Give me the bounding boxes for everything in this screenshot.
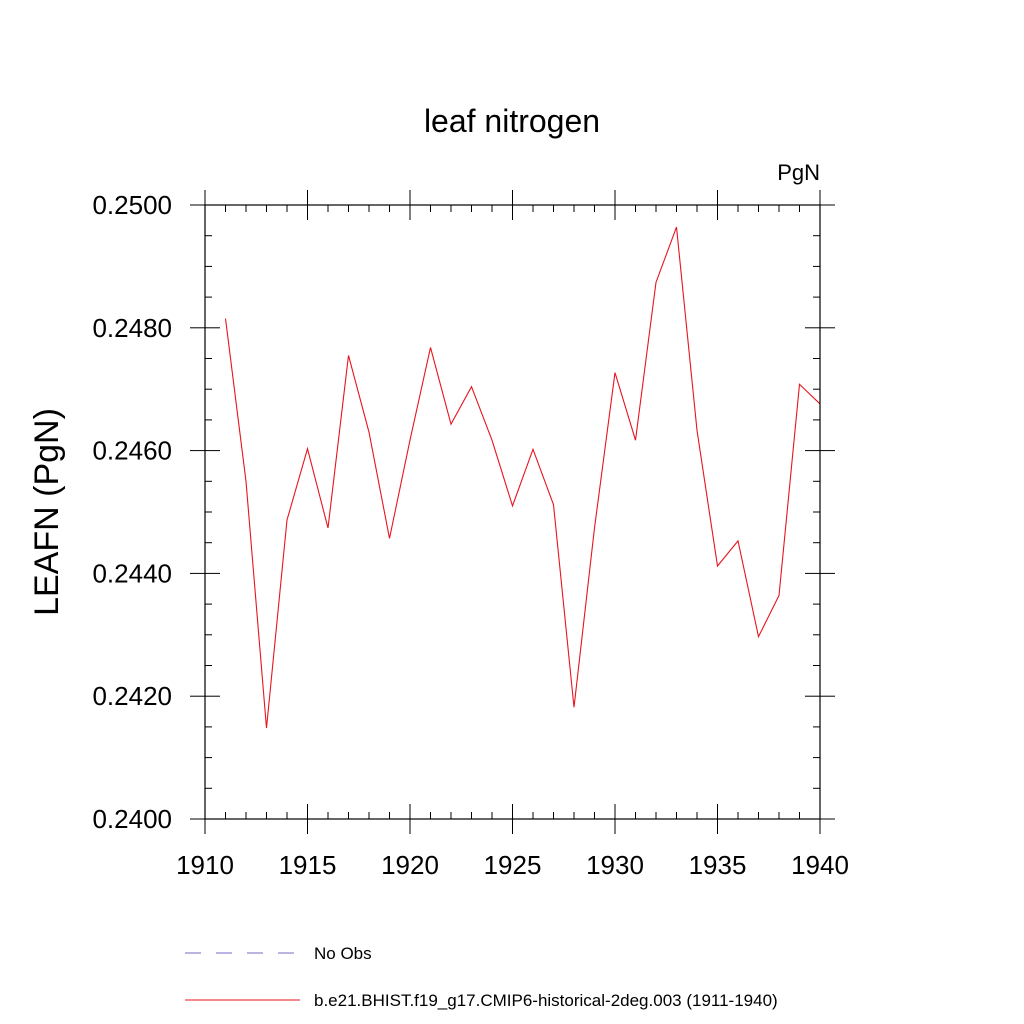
legend: No Obs b.e21.BHIST.f19_g17.CMIP6-histori… bbox=[185, 944, 778, 1010]
axis-ticks bbox=[190, 190, 835, 834]
y-tick-label: 0.2460 bbox=[92, 436, 172, 466]
units-label: PgN bbox=[777, 160, 820, 185]
tick-labels: 1910 1915 1920 1925 1930 1935 1940 0.2400 0.2420… bbox=[92, 190, 848, 880]
x-tick-label: 1915 bbox=[279, 850, 337, 880]
y-tick-label: 0.2420 bbox=[92, 681, 172, 711]
x-tick-label: 1940 bbox=[791, 850, 849, 880]
legend-label-no-obs: No Obs bbox=[314, 944, 372, 963]
y-tick-label: 0.2480 bbox=[92, 313, 172, 343]
chart-title: leaf nitrogen bbox=[424, 103, 600, 139]
series-layer bbox=[224, 226, 821, 729]
y-tick-label: 0.2400 bbox=[92, 804, 172, 834]
plot-frame bbox=[204, 204, 821, 820]
x-tick-label: 1935 bbox=[689, 850, 747, 880]
x-tick-label: 1925 bbox=[484, 850, 542, 880]
x-tick-label: 1930 bbox=[586, 850, 644, 880]
legend-label-model-run: b.e21.BHIST.f19_g17.CMIP6-historical-2de… bbox=[314, 991, 778, 1010]
x-tick-label: 1920 bbox=[381, 850, 439, 880]
series-line-1 bbox=[224, 226, 821, 729]
y-tick-label: 0.2500 bbox=[92, 190, 172, 220]
y-tick-label: 0.2440 bbox=[92, 558, 172, 588]
x-tick-label: 1910 bbox=[176, 850, 234, 880]
y-axis-label: LEAFN (PgN) bbox=[28, 408, 66, 616]
